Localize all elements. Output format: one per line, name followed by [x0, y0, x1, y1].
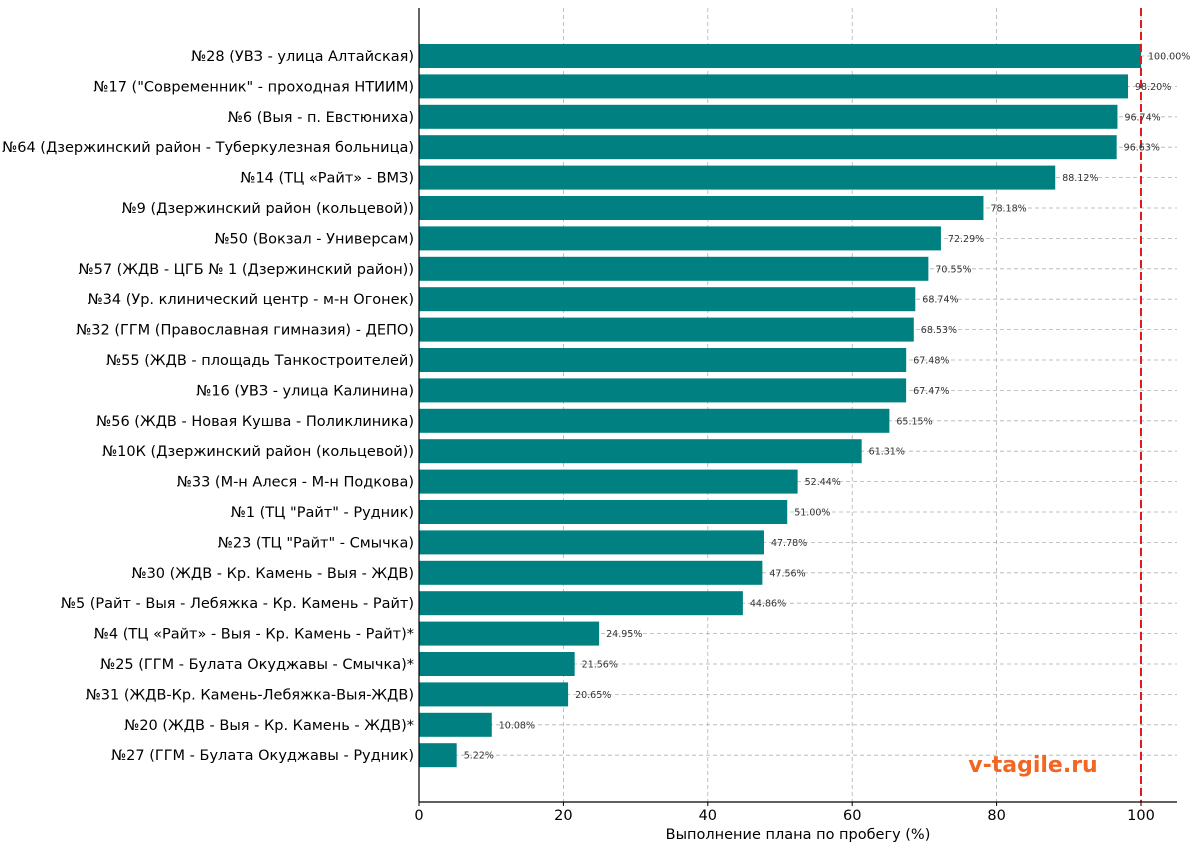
bar — [419, 439, 862, 464]
category-label: №1 (ТЦ "Райт" - Рудник) — [231, 505, 414, 521]
x-tick-label: 0 — [414, 808, 423, 824]
bar — [419, 317, 914, 342]
value-label: 78.18% — [990, 204, 1026, 215]
bar — [419, 74, 1129, 99]
value-label: 65.15% — [896, 416, 932, 427]
bar — [419, 408, 890, 433]
x-axis-title: Выполнение плана по пробегу (%) — [666, 827, 931, 843]
bar — [419, 469, 798, 494]
bar — [419, 165, 1056, 190]
value-label: 47.56% — [769, 568, 805, 579]
value-label: 68.74% — [922, 295, 958, 306]
bar — [419, 712, 492, 737]
value-label: 88.12% — [1062, 173, 1098, 184]
category-label: №32 (ГГМ (Православная гимназия) - ДЕПО) — [76, 323, 414, 339]
category-label: №20 (ЖДВ - Выя - Кр. Камень - ЖДВ)* — [124, 718, 414, 734]
x-tick-label: 40 — [699, 808, 717, 824]
category-label: №27 (ГГМ - Булата Окуджавы - Рудник) — [111, 748, 414, 764]
bar — [419, 530, 764, 555]
category-label: №33 (М-н Алеся - М-н Подкова) — [177, 475, 414, 491]
category-label: №30 (ЖДВ - Кр. Камень - Выя - ЖДВ) — [132, 566, 415, 582]
labels-layer: №28 (УВЗ - улица Алтайская) 100.00% №17 ("… — [2, 49, 1190, 764]
x-tick-label: 80 — [987, 808, 1005, 824]
x-tick-label: 60 — [843, 808, 861, 824]
category-label: №56 (ЖДВ - Новая Кушва - Поликлиника) — [96, 414, 414, 430]
category-label: №34 (Ур. клинический центр - м-н Огонек) — [88, 292, 414, 308]
bar — [419, 104, 1118, 129]
bar — [419, 378, 907, 403]
category-label: №50 (Вокзал - Универсам) — [214, 231, 414, 247]
bar — [419, 135, 1117, 160]
value-label: 67.47% — [913, 386, 949, 397]
bar — [419, 287, 916, 312]
bar — [419, 256, 929, 281]
bar — [419, 196, 984, 220]
bar — [419, 560, 763, 585]
value-label: 21.56% — [582, 660, 618, 671]
category-label: №16 (УВЗ - улица Калинина) — [196, 383, 414, 399]
category-label: №9 (Дзержинский район (кольцевой)) — [122, 201, 414, 217]
bar — [419, 652, 575, 676]
value-label: 47.78% — [771, 538, 807, 549]
category-label: №25 (ГГМ - Булата Окуджавы - Смычка)* — [100, 657, 414, 673]
bar — [419, 500, 788, 524]
value-label: 100.00% — [1148, 52, 1190, 63]
category-label: №31 (ЖДВ-Кр. Камень-Лебяжка-Выя-ЖДВ) — [86, 687, 414, 703]
category-label: №4 (ТЦ «Райт» - Выя - Кр. Камень - Райт)… — [94, 627, 414, 643]
bar — [419, 743, 457, 768]
value-label: 68.53% — [921, 325, 957, 336]
value-label: 20.65% — [575, 690, 611, 701]
category-label: №57 (ЖДВ - ЦГБ № 1 (Дзержинский район)) — [79, 262, 414, 278]
value-label: 52.44% — [805, 477, 841, 488]
value-label: 51.00% — [794, 508, 830, 519]
value-label: 98.20% — [1135, 82, 1171, 93]
category-label: №10К (Дзержинский район (кольцевой)) — [102, 444, 414, 460]
bars-layer — [419, 44, 1141, 768]
value-label: 67.48% — [913, 356, 949, 367]
bar — [419, 44, 1141, 68]
x-tick-label: 100 — [1127, 808, 1155, 824]
value-label: 96.63% — [1124, 143, 1160, 154]
value-label: 72.29% — [948, 234, 984, 245]
category-label: №23 (ТЦ "Райт" - Смычка) — [218, 535, 414, 551]
axes-layer: 0 20 40 60 80 100 — [414, 8, 1177, 824]
bar — [419, 226, 941, 251]
bar — [419, 621, 600, 646]
category-label: №64 (Дзержинский район - Туберкулезная б… — [2, 140, 414, 156]
value-label: 61.31% — [869, 447, 905, 458]
category-label: №28 (УВЗ - улица Алтайская) — [191, 49, 414, 65]
value-label: 5.22% — [464, 751, 494, 762]
category-label: №17 ("Современник" - проходная НТИИМ) — [93, 79, 414, 95]
bar — [419, 348, 907, 372]
x-tick-label: 20 — [554, 808, 572, 824]
value-label: 10.08% — [499, 720, 535, 731]
value-label: 70.55% — [935, 264, 971, 275]
category-label: №6 (Выя - п. Евстюниха) — [228, 110, 414, 126]
value-label: 44.86% — [750, 599, 786, 610]
value-label: 24.95% — [606, 629, 642, 640]
category-label: №5 (Райт - Выя - Лебяжка - Кр. Камень - … — [61, 596, 414, 612]
bar — [419, 591, 743, 616]
category-label: №14 (ТЦ «Райт» - ВМЗ) — [240, 171, 414, 187]
category-label: №55 (ЖДВ - площадь Танкостроителей) — [106, 353, 414, 369]
bar — [419, 682, 569, 707]
watermark-logo: v-tagile.ru — [968, 753, 1097, 778]
value-label: 96.74% — [1124, 112, 1160, 123]
